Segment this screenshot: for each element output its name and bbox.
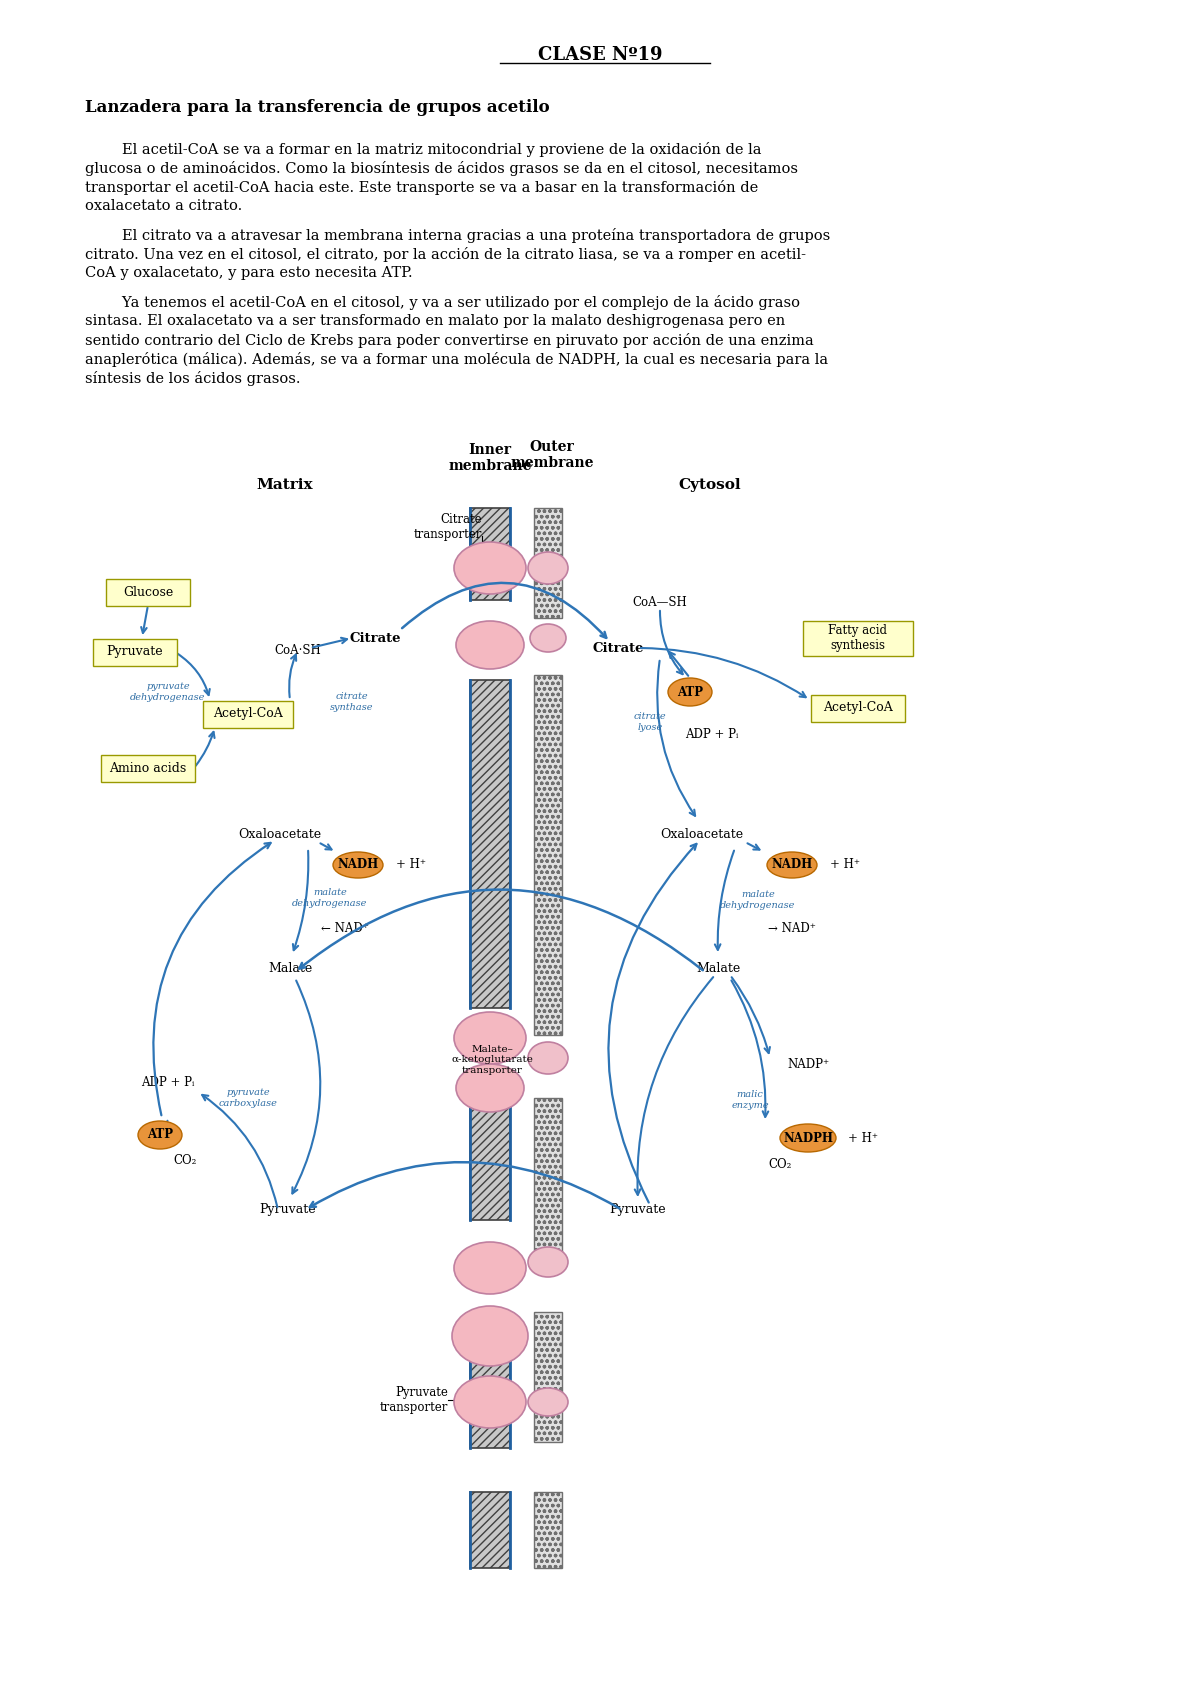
Text: + H⁺: + H⁺ bbox=[830, 859, 860, 872]
Ellipse shape bbox=[767, 852, 817, 877]
Text: malate
dehydrogenase: malate dehydrogenase bbox=[720, 891, 796, 910]
FancyBboxPatch shape bbox=[803, 621, 913, 655]
Text: Ya tenemos el acetil-CoA en el citosol, y va a ser utilizado por el complejo de : Ya tenemos el acetil-CoA en el citosol, … bbox=[85, 295, 800, 311]
Text: CO₂: CO₂ bbox=[768, 1159, 792, 1171]
Bar bbox=[470, 1319, 510, 1448]
Text: Citrate: Citrate bbox=[349, 631, 401, 645]
Text: Pyruvate
transporter: Pyruvate transporter bbox=[379, 1386, 448, 1414]
Text: citrate
lyose: citrate lyose bbox=[634, 713, 666, 731]
FancyBboxPatch shape bbox=[106, 579, 190, 606]
Text: ADP + Pᵢ: ADP + Pᵢ bbox=[142, 1076, 194, 1088]
Bar bbox=[470, 1098, 510, 1220]
Text: Citrate: Citrate bbox=[593, 641, 643, 655]
Text: Malate: Malate bbox=[268, 962, 312, 974]
Ellipse shape bbox=[456, 1064, 524, 1112]
Bar bbox=[534, 1312, 562, 1442]
Ellipse shape bbox=[528, 1247, 568, 1278]
Text: malic
enzyme: malic enzyme bbox=[731, 1089, 769, 1110]
Bar bbox=[470, 680, 510, 1008]
Text: sintasa. El oxalacetato va a ser transformado en malato por la malato deshigroge: sintasa. El oxalacetato va a ser transfo… bbox=[85, 314, 785, 328]
Text: ← NAD⁺: ← NAD⁺ bbox=[322, 921, 368, 935]
Bar bbox=[534, 675, 562, 1035]
Text: + H⁺: + H⁺ bbox=[848, 1132, 878, 1144]
Text: Acetyl-CoA: Acetyl-CoA bbox=[214, 708, 283, 721]
Ellipse shape bbox=[454, 1376, 526, 1427]
Text: Fatty acid
synthesis: Fatty acid synthesis bbox=[828, 624, 888, 652]
Ellipse shape bbox=[528, 552, 568, 584]
Text: Outer
membrane: Outer membrane bbox=[510, 440, 594, 470]
Text: CoA y oxalacetato, y para esto necesita ATP.: CoA y oxalacetato, y para esto necesita … bbox=[85, 266, 413, 280]
Text: Cytosol: Cytosol bbox=[679, 479, 742, 492]
Text: CoA—SH: CoA—SH bbox=[632, 596, 688, 609]
Text: Pyruvate: Pyruvate bbox=[259, 1203, 317, 1217]
Bar bbox=[470, 507, 510, 601]
Bar bbox=[534, 507, 562, 618]
Text: Malate–
α-ketoglutarate
transporter: Malate– α-ketoglutarate transporter bbox=[451, 1045, 533, 1074]
Ellipse shape bbox=[456, 621, 524, 669]
Text: Amino acids: Amino acids bbox=[109, 762, 187, 774]
Text: ADP + Pᵢ: ADP + Pᵢ bbox=[685, 728, 739, 742]
Text: Oxaloacetate: Oxaloacetate bbox=[239, 828, 322, 842]
Text: CoA·SH: CoA·SH bbox=[275, 643, 322, 657]
Ellipse shape bbox=[668, 679, 712, 706]
Ellipse shape bbox=[528, 1388, 568, 1415]
Text: glucosa o de aminoácidos. Como la biosíntesis de ácidos grasos se da en el citos: glucosa o de aminoácidos. Como la biosín… bbox=[85, 161, 798, 176]
Text: Lanzadera para la transferencia de grupos acetilo: Lanzadera para la transferencia de grupo… bbox=[85, 100, 550, 117]
Text: ATP: ATP bbox=[677, 686, 703, 699]
Text: CO₂: CO₂ bbox=[173, 1154, 197, 1166]
Text: Acetyl-CoA: Acetyl-CoA bbox=[823, 701, 893, 714]
Bar bbox=[470, 1492, 510, 1568]
Text: anaplerótica (málica). Además, se va a formar una molécula de NADPH, la cual es : anaplerótica (málica). Además, se va a f… bbox=[85, 351, 828, 367]
Bar bbox=[534, 1098, 562, 1263]
Text: Matrix: Matrix bbox=[257, 479, 313, 492]
Text: síntesis de los ácidos grasos.: síntesis de los ácidos grasos. bbox=[85, 372, 300, 385]
FancyBboxPatch shape bbox=[94, 638, 178, 665]
Ellipse shape bbox=[454, 1242, 526, 1295]
Text: NADH: NADH bbox=[772, 859, 812, 872]
Text: Malate: Malate bbox=[696, 962, 740, 974]
Text: transportar el acetil-CoA hacia este. Este transporte se va a basar en la transf: transportar el acetil-CoA hacia este. Es… bbox=[85, 180, 758, 195]
Bar bbox=[534, 1492, 562, 1568]
Text: NADH: NADH bbox=[337, 859, 379, 872]
Ellipse shape bbox=[530, 624, 566, 652]
Text: Glucose: Glucose bbox=[122, 585, 173, 599]
Text: Pyruvate: Pyruvate bbox=[107, 645, 163, 658]
Text: NADPH: NADPH bbox=[784, 1132, 833, 1144]
FancyBboxPatch shape bbox=[203, 701, 293, 728]
Text: citrate
synthase: citrate synthase bbox=[330, 692, 373, 711]
FancyBboxPatch shape bbox=[101, 755, 194, 782]
Text: CLASE Nº19: CLASE Nº19 bbox=[538, 46, 662, 64]
Text: pyruvate
dehydrogenase: pyruvate dehydrogenase bbox=[131, 682, 205, 701]
Text: Oxaloacetate: Oxaloacetate bbox=[660, 828, 744, 842]
Ellipse shape bbox=[452, 1307, 528, 1366]
Text: oxalacetato a citrato.: oxalacetato a citrato. bbox=[85, 199, 242, 214]
Text: Citrate
transporter: Citrate transporter bbox=[414, 512, 482, 541]
Ellipse shape bbox=[138, 1122, 182, 1149]
Text: Inner
membrane: Inner membrane bbox=[449, 443, 532, 473]
Text: sentido contrario del Ciclo de Krebs para poder convertirse en piruvato por acci: sentido contrario del Ciclo de Krebs par… bbox=[85, 333, 814, 348]
Text: citrato. Una vez en el citosol, el citrato, por la acción de la citrato liasa, s: citrato. Una vez en el citosol, el citra… bbox=[85, 248, 806, 261]
Ellipse shape bbox=[454, 1011, 526, 1064]
Ellipse shape bbox=[454, 541, 526, 594]
Text: ATP: ATP bbox=[148, 1129, 173, 1142]
Text: El acetil-CoA se va a formar en la matriz mitocondrial y proviene de la oxidació: El acetil-CoA se va a formar en la matri… bbox=[85, 143, 762, 158]
Text: malate
dehydrogenase: malate dehydrogenase bbox=[293, 888, 367, 908]
FancyBboxPatch shape bbox=[811, 694, 905, 721]
Ellipse shape bbox=[334, 852, 383, 877]
Text: NADP⁺: NADP⁺ bbox=[787, 1059, 829, 1071]
Text: El citrato va a atravesar la membrana interna gracias a una proteína transportad: El citrato va a atravesar la membrana in… bbox=[85, 227, 830, 243]
Text: + H⁺: + H⁺ bbox=[396, 859, 426, 872]
Text: → NAD⁺: → NAD⁺ bbox=[768, 921, 816, 935]
Ellipse shape bbox=[780, 1123, 836, 1152]
Ellipse shape bbox=[528, 1042, 568, 1074]
Text: pyruvate
carboxylase: pyruvate carboxylase bbox=[218, 1088, 277, 1108]
Text: Pyruvate: Pyruvate bbox=[610, 1203, 666, 1217]
